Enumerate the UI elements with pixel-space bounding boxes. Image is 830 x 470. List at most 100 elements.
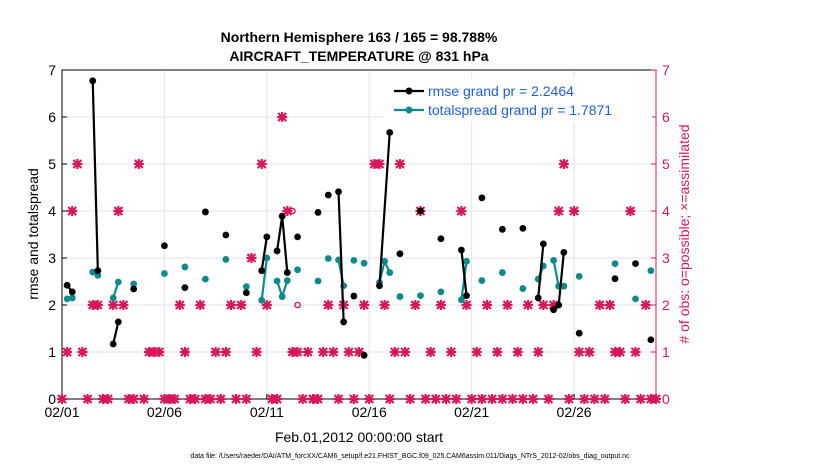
obs-assimilated-marker bbox=[507, 394, 518, 404]
series-point bbox=[258, 267, 266, 275]
series-point bbox=[360, 351, 368, 359]
series-point bbox=[458, 246, 465, 254]
series-layer bbox=[63, 77, 655, 359]
obs-assimilated-marker bbox=[512, 347, 523, 357]
obs-assimilated-marker bbox=[118, 300, 129, 310]
obs-assimilated-marker bbox=[205, 394, 216, 404]
obs-assimilated-marker bbox=[82, 394, 93, 404]
series-point bbox=[294, 233, 301, 241]
series-point bbox=[575, 329, 583, 337]
series-point bbox=[498, 269, 506, 276]
obs-assimilated-marker bbox=[282, 206, 293, 216]
series-point bbox=[550, 306, 557, 314]
y2-tick-label: 2 bbox=[662, 297, 670, 313]
series-line bbox=[260, 257, 268, 301]
series-point bbox=[63, 281, 71, 289]
obs-assimilated-marker bbox=[599, 394, 610, 404]
obs-assimilated-marker bbox=[604, 300, 615, 310]
series-point bbox=[94, 267, 102, 275]
series-point bbox=[381, 257, 389, 265]
obs-assimilated-marker bbox=[62, 347, 73, 357]
x-axis: 02/01 02/06 02/11 02/16 02/21 02/26 bbox=[44, 394, 592, 420]
series-point bbox=[114, 278, 122, 286]
obs-assimilated-marker bbox=[574, 347, 585, 357]
y-tick-label: 3 bbox=[48, 250, 56, 266]
obs-possible-marker bbox=[294, 301, 301, 309]
y2-axis-label: # of obs: o=possible; ×=assimilated bbox=[676, 124, 692, 343]
series-line bbox=[260, 236, 268, 271]
obs-assimilated-marker bbox=[272, 394, 283, 404]
obs-assimilated-marker bbox=[584, 347, 595, 357]
series-point bbox=[68, 288, 76, 296]
series-point bbox=[273, 277, 281, 285]
x-tick-label: 02/11 bbox=[250, 404, 284, 420]
series-point bbox=[94, 271, 102, 279]
series-point bbox=[278, 293, 286, 300]
data-file-footer: data file: /Users/raeder/DAI/ATM_forcXX/… bbox=[190, 453, 630, 460]
series-point bbox=[263, 233, 271, 241]
obs-assimilated-marker bbox=[277, 112, 288, 122]
obs-assimilated-marker bbox=[72, 159, 83, 169]
obs-assimilated-marker bbox=[430, 394, 441, 404]
series-point bbox=[242, 289, 250, 297]
series-point bbox=[278, 212, 286, 220]
obs-assimilated-marker bbox=[528, 394, 539, 404]
series-point bbox=[539, 240, 547, 248]
obs-assimilated-marker bbox=[128, 394, 139, 404]
obs-assimilated-marker bbox=[502, 300, 513, 310]
series-line bbox=[337, 191, 345, 322]
obs-assimilated-marker bbox=[640, 300, 651, 310]
obs-assimilated-marker bbox=[482, 300, 493, 310]
chart-title: Northern Hemisphere 163 / 165 = 98.788% bbox=[221, 29, 498, 45]
obs-assimilated-marker bbox=[92, 300, 103, 310]
series-point bbox=[555, 301, 563, 309]
obs-assimilated-marker bbox=[103, 394, 114, 404]
series-point bbox=[68, 294, 76, 302]
obs-assimilated-marker bbox=[318, 347, 329, 357]
obs-assimilated-marker bbox=[210, 347, 221, 357]
series-point bbox=[324, 255, 332, 262]
series-point bbox=[222, 256, 230, 263]
legend-rmse-marker bbox=[405, 87, 413, 95]
obs-assimilated-marker bbox=[292, 347, 303, 357]
series-point bbox=[575, 272, 583, 280]
series-point bbox=[611, 260, 619, 268]
y-tick-label: 5 bbox=[48, 156, 56, 172]
legend-rmse-label: rmse grand pr = 2.2464 bbox=[428, 83, 574, 99]
series-point bbox=[130, 280, 138, 288]
series-point bbox=[340, 318, 348, 326]
series-point bbox=[396, 250, 404, 258]
obs-assimilated-marker bbox=[236, 300, 247, 310]
series-point bbox=[498, 225, 506, 233]
series-point bbox=[109, 340, 117, 348]
obs-assimilated-marker bbox=[67, 206, 78, 216]
series-point bbox=[283, 269, 291, 276]
obs-assimilated-marker bbox=[138, 394, 149, 404]
series-line bbox=[378, 132, 391, 286]
y2-tick-label: 1 bbox=[662, 344, 670, 360]
obs-assimilated-marker bbox=[241, 394, 252, 404]
x-tick-label: 02/01 bbox=[44, 404, 79, 420]
obs-assimilated-marker bbox=[57, 394, 67, 404]
obs-assimilated-marker bbox=[220, 347, 231, 357]
series-point bbox=[335, 188, 342, 196]
series-line bbox=[537, 243, 545, 299]
series-point bbox=[611, 275, 619, 283]
series-point bbox=[519, 285, 527, 292]
series-point bbox=[360, 259, 368, 267]
obs-assimilated-marker bbox=[77, 347, 88, 357]
obs-assimilated-marker bbox=[451, 394, 462, 404]
series-point bbox=[109, 294, 117, 302]
series-point bbox=[437, 288, 445, 296]
obs-assimilated-marker bbox=[343, 347, 354, 357]
obs-assimilated-marker bbox=[563, 394, 574, 404]
obs-assimilated-marker bbox=[410, 300, 421, 310]
obs-assimilated-marker bbox=[190, 394, 201, 404]
obs-assimilated-marker bbox=[405, 394, 416, 404]
series-point bbox=[647, 267, 655, 275]
series-point bbox=[350, 292, 358, 300]
chart-subtitle: AIRCRAFT_TEMPERATURE @ 831 hPa bbox=[229, 48, 488, 64]
obs-assimilated-marker bbox=[133, 159, 144, 169]
series-point bbox=[294, 266, 301, 274]
obs-assimilated-marker bbox=[231, 394, 242, 404]
